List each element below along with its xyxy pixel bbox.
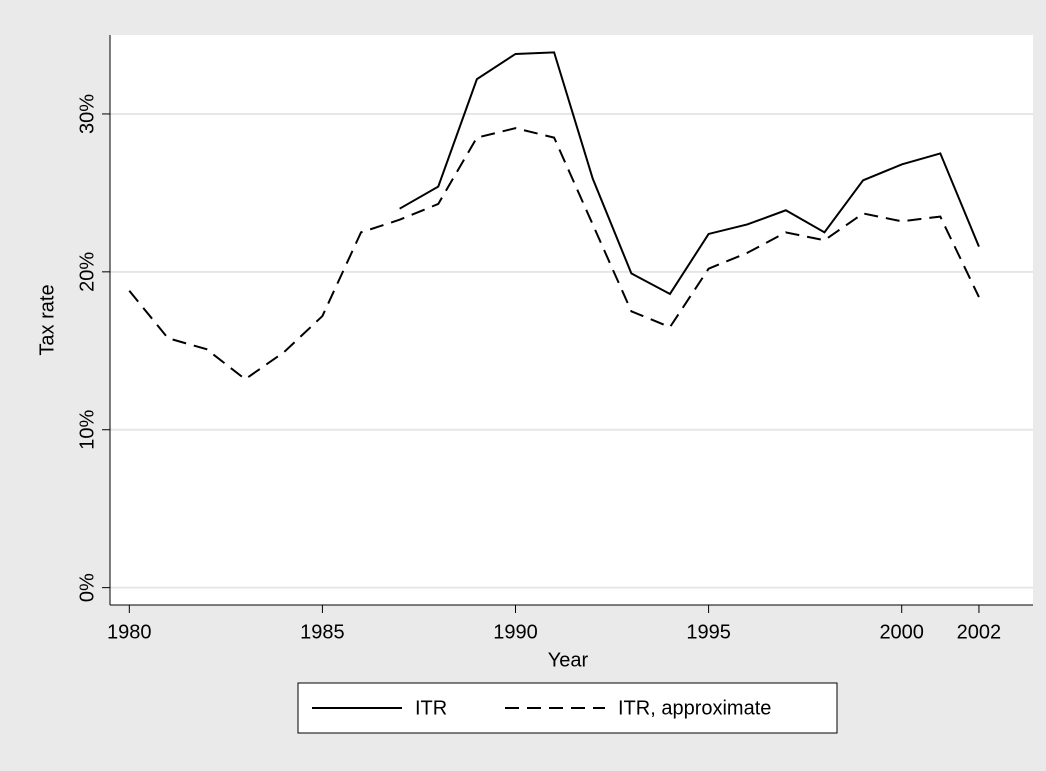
x-tick-label: 1995 xyxy=(686,621,731,643)
legend-label: ITR xyxy=(415,697,447,719)
y-tick-label: 20% xyxy=(76,252,98,292)
x-tick-label: 2000 xyxy=(879,621,924,643)
line-series xyxy=(128,127,980,381)
plot-area xyxy=(110,35,1033,605)
y-tick-label: 30% xyxy=(76,94,98,134)
x-axis-title: Year xyxy=(548,649,589,671)
y-tick-label: 0% xyxy=(76,573,98,602)
x-tick-label: 2002 xyxy=(957,621,1002,643)
line-series xyxy=(399,51,980,296)
y-axis-title: Tax rate xyxy=(36,284,58,355)
x-tick-label: 1980 xyxy=(107,621,152,643)
x-tick-label: 1990 xyxy=(493,621,538,643)
x-tick-label: 1985 xyxy=(300,621,345,643)
y-tick-label: 10% xyxy=(76,410,98,450)
legend-label: ITR, approximate xyxy=(618,697,771,719)
